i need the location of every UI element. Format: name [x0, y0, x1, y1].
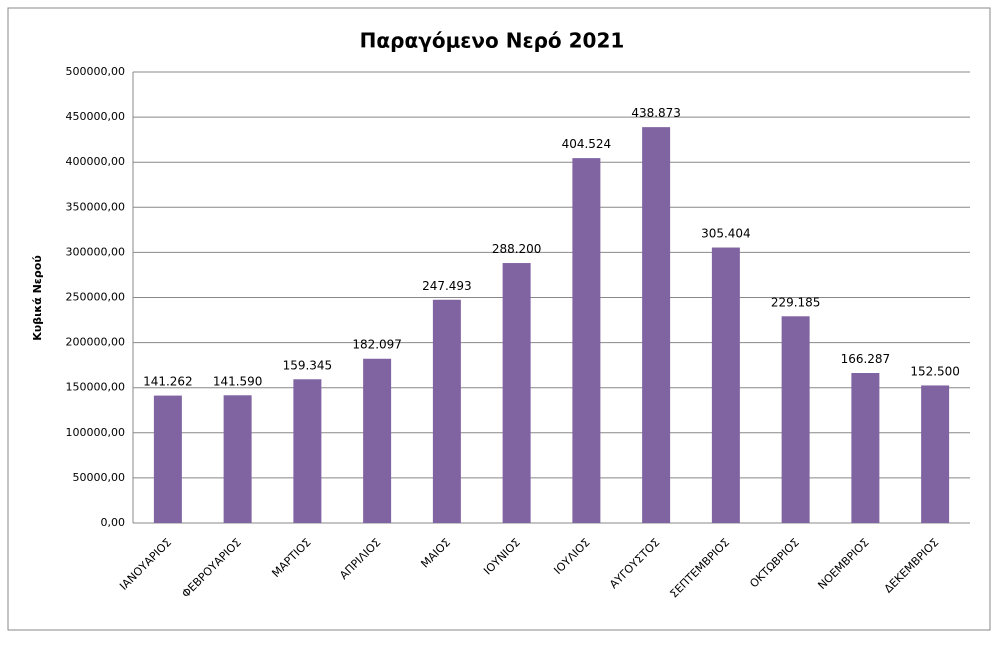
value-label: 159.345	[283, 358, 333, 372]
chart-title: Παραγόμενο Νερό 2021	[360, 29, 625, 53]
y-tick-label: 300000,00	[66, 245, 126, 258]
value-label: 229.185	[771, 295, 821, 309]
y-tick-label: 250000,00	[66, 291, 126, 304]
y-tick-label: 450000,00	[66, 110, 126, 123]
value-label: 141.262	[143, 375, 193, 389]
y-tick-label: 500000,00	[66, 65, 126, 78]
value-label: 166.287	[841, 352, 891, 366]
value-label: 152.500	[910, 364, 960, 378]
value-label: 288.200	[492, 242, 542, 256]
bar	[851, 373, 880, 523]
bar	[781, 316, 810, 523]
y-axis-label: Κυβικά Νερού	[31, 255, 44, 341]
value-label: 182.097	[352, 338, 402, 352]
value-label: 141.590	[213, 374, 263, 388]
y-tick-label: 0,00	[101, 516, 126, 529]
bar	[921, 385, 950, 523]
y-tick-label: 350000,00	[66, 200, 126, 213]
bar	[642, 127, 671, 524]
bar	[502, 263, 531, 523]
y-tick-label: 200000,00	[66, 336, 126, 349]
bar	[153, 395, 182, 523]
bar	[363, 358, 392, 523]
value-label: 247.493	[422, 279, 472, 293]
bar	[293, 379, 322, 523]
chart-frame	[7, 7, 991, 631]
value-label: 404.524	[562, 137, 612, 151]
bar	[572, 158, 601, 523]
y-tick-label: 400000,00	[66, 155, 126, 168]
y-tick-label: 50000,00	[73, 471, 126, 484]
value-label: 438.873	[631, 106, 681, 120]
y-tick-label: 100000,00	[66, 426, 126, 439]
value-label: 305.404	[701, 227, 751, 241]
y-tick-label: 150000,00	[66, 381, 126, 394]
bar	[432, 299, 461, 523]
bar	[711, 247, 740, 524]
bar	[223, 395, 252, 523]
